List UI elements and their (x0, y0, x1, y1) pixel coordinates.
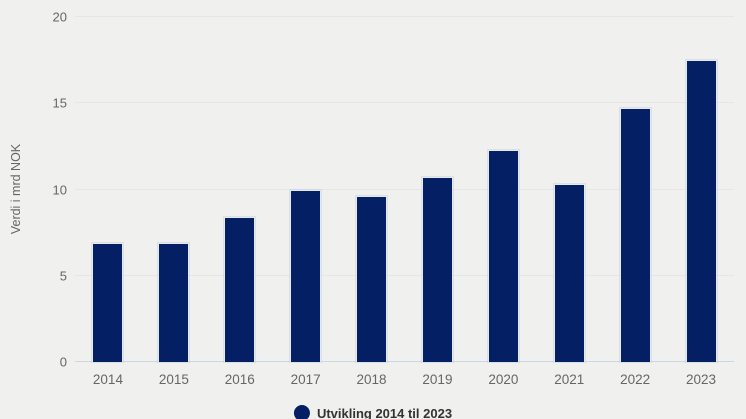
x-tick-label-2015: 2015 (158, 372, 189, 387)
y-tick-label-20: 20 (52, 9, 67, 25)
gridline-5 (75, 275, 734, 276)
legend-item[interactable]: Utvikling 2014 til 2023 (293, 405, 453, 419)
y-tick-label-10: 10 (52, 182, 67, 197)
y-tick-label-5: 5 (59, 268, 67, 284)
x-axis-tick-labels: 2014 2015 2016 2017 2018 2019 2020 2021 2022 2023 (75, 372, 734, 390)
gridline-20 (75, 16, 734, 17)
x-tick-label-2020: 2020 (488, 372, 519, 387)
bar-2014[interactable] (92, 242, 124, 362)
bar-2021[interactable] (553, 184, 585, 362)
y-tick-label-15: 15 (52, 95, 67, 111)
bar-2019[interactable] (421, 177, 453, 362)
bar-2018[interactable] (356, 196, 388, 362)
x-tick-label-2021: 2021 (554, 372, 585, 387)
x-tick-label-2022: 2022 (620, 372, 651, 387)
legend-series-marker-icon (293, 405, 310, 419)
x-tick-label-2018: 2018 (356, 372, 387, 387)
bar-2016[interactable] (224, 217, 256, 362)
gridline-10 (75, 189, 734, 190)
x-tick-label-2016: 2016 (224, 372, 255, 387)
legend-series-label: Utvikling 2014 til 2023 (316, 405, 453, 419)
y-tick-label-0: 0 (59, 354, 67, 370)
x-tick-label-2017: 2017 (290, 372, 321, 387)
x-tick-label-2023: 2023 (686, 372, 717, 387)
bar-2023[interactable] (685, 60, 717, 362)
y-axis-tick-labels: 0 5 10 15 20 (0, 10, 67, 370)
gridline-15 (75, 102, 734, 103)
bar-2022[interactable] (619, 108, 651, 362)
plot-area (75, 16, 734, 362)
x-tick-label-2019: 2019 (422, 372, 453, 387)
x-tick-label-2014: 2014 (92, 372, 123, 387)
bar-2017[interactable] (290, 189, 322, 362)
bar-2015[interactable] (158, 242, 190, 362)
x-axis-line (75, 361, 734, 362)
bar-2020[interactable] (487, 149, 519, 362)
